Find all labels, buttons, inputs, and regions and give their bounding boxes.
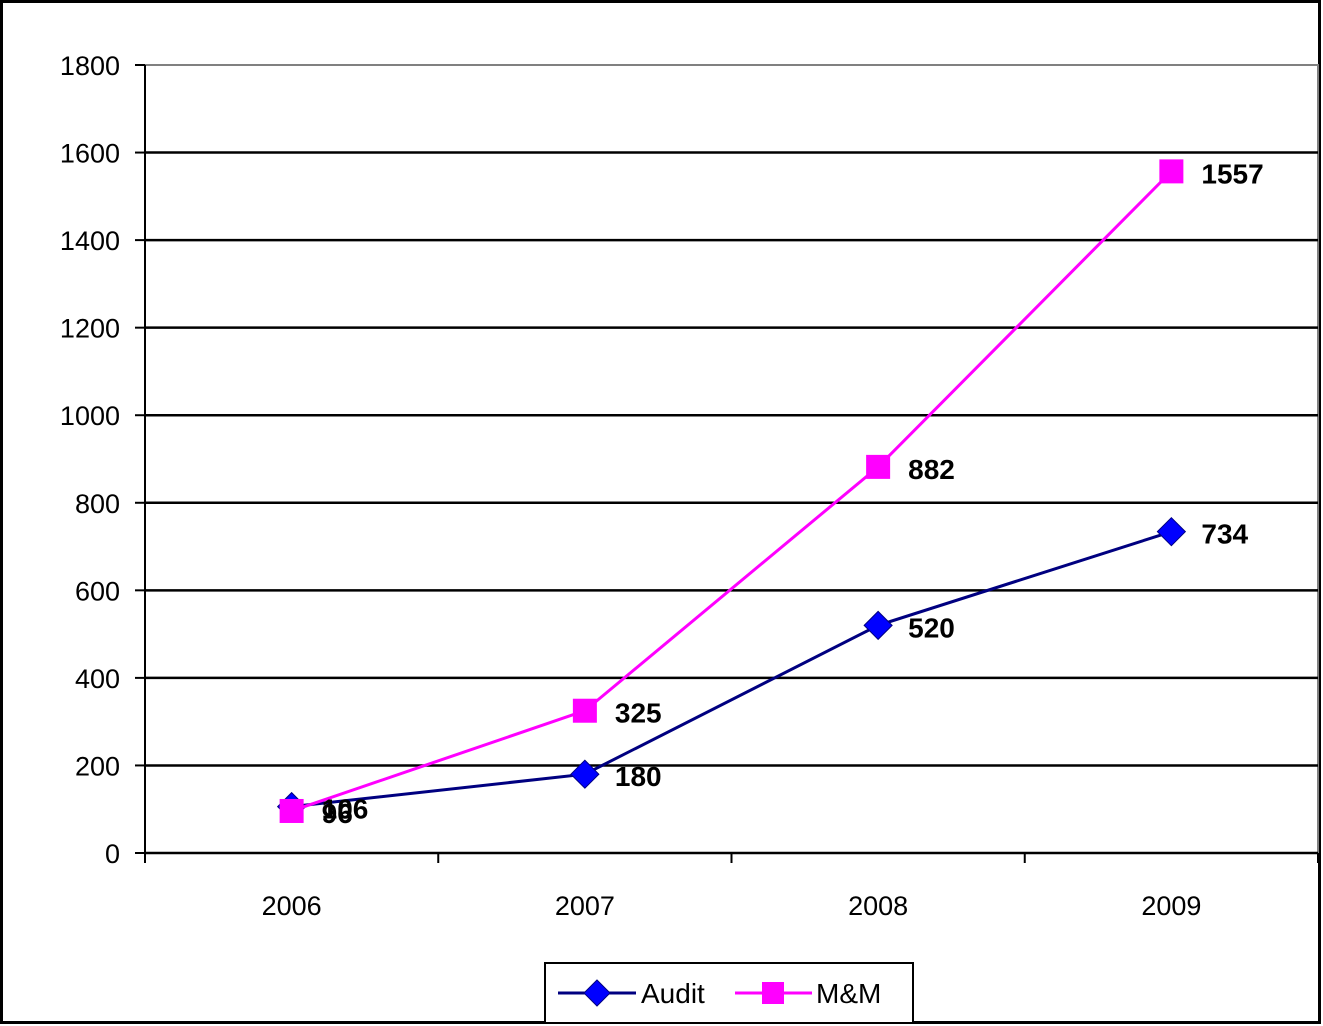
data-point-square (280, 799, 304, 823)
x-tick-label: 2009 (1141, 891, 1201, 921)
y-tick-label: 400 (75, 664, 120, 694)
x-tick-label: 2006 (262, 891, 322, 921)
y-tick-label: 1400 (60, 226, 120, 256)
y-tick-label: 1200 (60, 314, 120, 344)
y-tick-label: 1600 (60, 139, 120, 169)
data-label: 96 (322, 798, 353, 829)
data-label: 882 (908, 454, 955, 485)
x-tick-label: 2008 (848, 891, 908, 921)
data-label: 180 (615, 761, 662, 792)
data-label: 325 (615, 698, 662, 729)
legend: Audit M&M (545, 963, 913, 1023)
data-label: 734 (1201, 519, 1248, 550)
data-point-square (573, 699, 597, 723)
data-point-square (866, 455, 890, 479)
y-tick-label: 800 (75, 489, 120, 519)
data-label: 520 (908, 612, 955, 643)
y-tick-label: 600 (75, 576, 120, 606)
legend-label-audit: Audit (641, 978, 705, 1009)
y-tick-label: 1000 (60, 401, 120, 431)
x-tick-label: 2007 (555, 891, 615, 921)
y-tick-label: 1800 (60, 51, 120, 81)
y-tick-label: 0 (105, 839, 120, 869)
data-point-square (1159, 159, 1183, 183)
legend-label-mm: M&M (816, 978, 881, 1009)
y-tick-label: 200 (75, 751, 120, 781)
data-label: 1557 (1201, 158, 1263, 189)
legend-marker-mm (762, 982, 784, 1004)
